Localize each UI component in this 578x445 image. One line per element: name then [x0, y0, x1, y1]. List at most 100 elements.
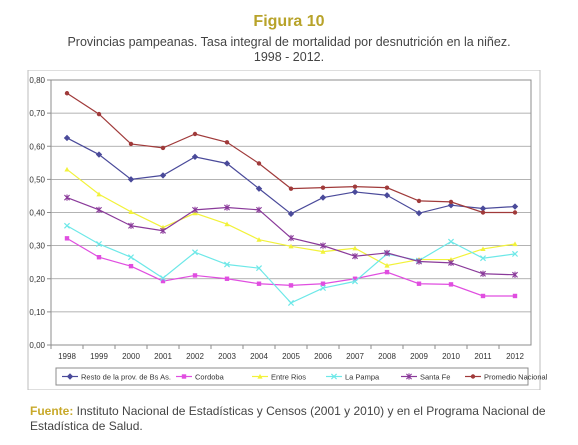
data-point [415, 209, 423, 217]
data-point [511, 250, 519, 257]
y-tick-label: 0,50 [29, 175, 45, 184]
data-point [192, 131, 198, 137]
x-tick-label: 2006 [314, 352, 332, 361]
data-point [96, 191, 102, 197]
data-point [224, 204, 230, 211]
x-axis: 1998 1999 2000 2001 2002 2003 2004 2005 2006 2007… [50, 345, 524, 361]
data-point [128, 141, 134, 147]
legend-label: Santa Fe [420, 372, 450, 381]
x-tick-label: 2005 [282, 352, 300, 361]
y-tick-label: 0,70 [29, 109, 45, 118]
data-point [160, 278, 166, 284]
y-tick-label: 0,80 [29, 76, 45, 85]
data-point [192, 273, 198, 278]
data-point [448, 199, 454, 205]
data-point [96, 111, 102, 117]
data-point [191, 249, 199, 256]
data-point [352, 245, 358, 251]
x-tick-label: 1999 [90, 352, 108, 361]
legend-entry: Entre Rios [252, 372, 306, 381]
data-point [352, 276, 358, 281]
data-point [288, 186, 294, 191]
data-point [480, 270, 486, 277]
data-point [479, 205, 487, 212]
data-point [383, 192, 391, 199]
y-axis: 0,00 0,10 0,20 0,30 0,40 0,50 0,60 0,70 0,80 [29, 76, 51, 350]
series-entre-rios [64, 166, 518, 268]
legend-entry: Promedio Nacional [465, 372, 548, 381]
data-point [416, 198, 422, 204]
data-point [287, 210, 295, 218]
x-tick-label: 2007 [346, 352, 364, 361]
data-point [480, 210, 486, 215]
y-tick-label: 0,00 [29, 341, 45, 350]
source-text: Instituto Nacional de Estadísticas y Cen… [30, 404, 546, 433]
data-point [448, 282, 454, 287]
data-point [160, 145, 166, 151]
data-point [224, 140, 230, 145]
data-point [512, 293, 518, 299]
legend-entry: Cordoba [176, 372, 225, 381]
data-point [192, 206, 198, 213]
x-tick-label: 2002 [186, 352, 204, 361]
data-point [64, 236, 70, 241]
data-point [320, 281, 326, 286]
legend-entry: Resto de la prov. de Bs As. [62, 372, 171, 381]
legend-label: Resto de la prov. de Bs As. [81, 372, 171, 381]
x-tick-label: 1998 [58, 352, 76, 361]
legend-label: Entre Rios [271, 372, 306, 381]
legend-swatch-marker [470, 374, 476, 379]
data-point [127, 254, 135, 261]
data-point [256, 161, 262, 166]
data-point [128, 209, 134, 214]
data-point [319, 285, 327, 292]
data-point [64, 166, 70, 172]
x-tick-label: 2012 [506, 352, 524, 361]
x-tick-label: 2011 [474, 352, 492, 361]
y-tick-label: 0,60 [29, 142, 45, 151]
data-point [384, 249, 390, 257]
data-point [416, 258, 422, 265]
legend-entry: La Pampa [326, 372, 380, 381]
series-promedio-nacional [64, 91, 518, 215]
data-point [160, 227, 166, 234]
x-tick-label: 2003 [218, 352, 236, 361]
subtitle-line-2: 1998 - 2012. [253, 50, 325, 64]
data-point [64, 91, 70, 96]
data-point [128, 222, 134, 229]
legend-label: Cordoba [195, 372, 225, 381]
data-point [288, 283, 294, 288]
x-tick-label: 2010 [442, 352, 460, 361]
series-group [63, 91, 519, 306]
data-point [255, 185, 263, 192]
data-point [288, 243, 294, 249]
x-tick-label: 2008 [378, 352, 396, 361]
data-point [479, 255, 487, 262]
y-tick-label: 0,30 [29, 242, 45, 251]
data-point [223, 160, 231, 167]
y-tick-label: 0,20 [29, 275, 45, 284]
data-point [64, 194, 70, 201]
x-tick-label: 2000 [122, 352, 140, 361]
data-point [159, 172, 167, 179]
data-point [224, 276, 230, 281]
data-point [287, 299, 295, 306]
subtitle-line-1: Provincias pampeanas. Tasa integral de m… [67, 35, 511, 49]
legend-swatch-marker [181, 374, 187, 379]
data-point [256, 281, 262, 286]
data-point [63, 222, 71, 229]
data-point [352, 184, 358, 189]
data-point [448, 259, 454, 266]
data-point [320, 248, 326, 254]
data-point [96, 255, 102, 260]
data-point [127, 176, 135, 183]
data-point [448, 256, 454, 262]
data-point [384, 262, 390, 268]
x-tick-label: 2004 [250, 352, 268, 361]
data-point [320, 242, 326, 249]
data-point [96, 206, 102, 213]
data-point [320, 185, 326, 190]
data-point [255, 265, 263, 272]
data-point [416, 281, 422, 286]
data-point [447, 238, 455, 245]
